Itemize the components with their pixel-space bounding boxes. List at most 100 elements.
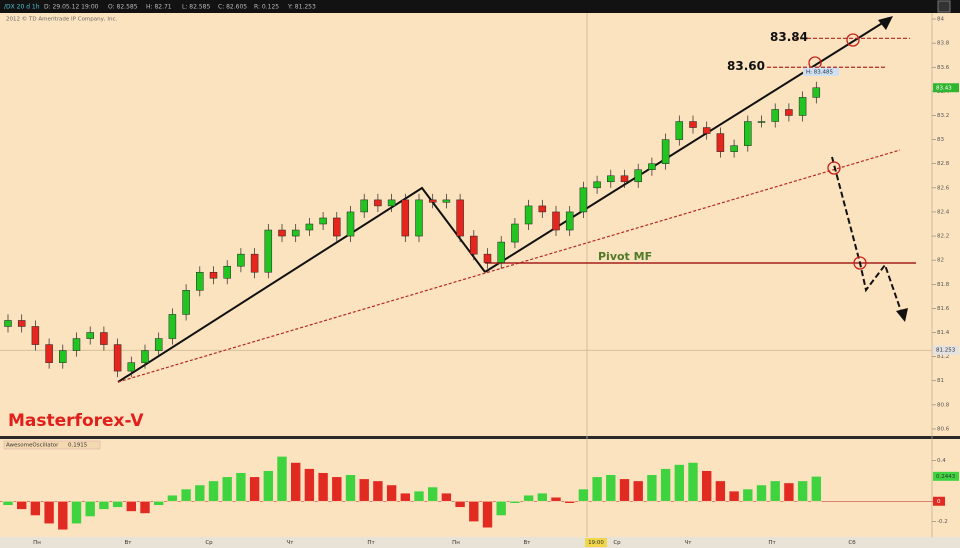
y-tick-label: 84 xyxy=(937,17,944,23)
osc-bar xyxy=(399,492,411,502)
candle-body xyxy=(31,326,40,345)
y-tick-label: 82.2 xyxy=(937,234,949,240)
y-tick-label: 83.8 xyxy=(937,41,950,47)
candle-body xyxy=(154,338,163,351)
candle-body xyxy=(716,133,725,152)
candle-body xyxy=(113,344,122,372)
candle-body xyxy=(428,199,437,203)
y-tick-label: 83 xyxy=(937,137,944,143)
osc-tick-label: -0.2 xyxy=(937,519,948,525)
osc-bar xyxy=(673,464,685,502)
osc-bar xyxy=(810,476,822,502)
osc-bar xyxy=(564,500,576,504)
candle-body xyxy=(593,181,601,189)
header-field: R: 0.125 xyxy=(254,4,279,11)
indicator-tag xyxy=(3,440,101,450)
osc-bar xyxy=(578,488,589,502)
time-label: Вт xyxy=(125,540,133,546)
osc-bar xyxy=(276,456,288,502)
candle-body xyxy=(387,199,396,207)
candle-body xyxy=(237,253,245,267)
osc-bar xyxy=(495,500,507,516)
osc-bar xyxy=(358,478,370,502)
osc-bar xyxy=(71,500,82,525)
header-field: D: 29.05.12 19:00 xyxy=(44,4,99,11)
candle-body xyxy=(182,290,190,315)
zero-box xyxy=(933,496,945,506)
osc-bar xyxy=(756,484,767,502)
time-cursor-box xyxy=(585,538,607,547)
osc-bar xyxy=(304,468,315,502)
osc-bar xyxy=(523,494,534,502)
time-label: Чт xyxy=(287,540,295,546)
level-circle xyxy=(853,256,867,270)
candle-body xyxy=(86,332,94,339)
candle-body xyxy=(565,211,574,231)
window-button[interactable] xyxy=(937,0,951,13)
time-label: Пн xyxy=(452,540,460,546)
y-tick-label: 82 xyxy=(937,258,944,264)
time-label: Ср xyxy=(613,540,621,546)
pivot-label: Pivot MF xyxy=(598,250,652,263)
osc-bar xyxy=(427,486,439,502)
osc-bar xyxy=(468,500,480,522)
osc-bar xyxy=(167,494,178,502)
osc-bar xyxy=(687,462,699,502)
candle-body xyxy=(634,169,642,183)
candle-body xyxy=(59,350,67,363)
y-tick-label: 81.4 xyxy=(937,330,950,336)
osc-bar xyxy=(728,490,740,502)
osc-bar xyxy=(139,500,151,514)
time-label: 19:00 xyxy=(588,540,604,546)
candle-body xyxy=(579,187,588,213)
candle-body xyxy=(401,199,410,237)
header-field: Y: 81.253 xyxy=(287,4,316,11)
osc-bar xyxy=(536,492,548,502)
trend-line xyxy=(484,21,885,273)
target-label: 83.60 xyxy=(727,59,765,73)
y-tick-label: 83.6 xyxy=(937,65,950,71)
osc-bar xyxy=(262,470,274,502)
time-label: Пн xyxy=(33,540,41,546)
candle-body xyxy=(771,109,779,122)
level-circle xyxy=(846,33,860,47)
osc-bar xyxy=(372,480,384,502)
osc-bar xyxy=(591,476,603,502)
osc-bar xyxy=(715,480,726,502)
candle-body xyxy=(497,241,505,263)
candle-body xyxy=(127,362,136,372)
osc-bar xyxy=(43,500,55,525)
osc-bar xyxy=(180,488,192,502)
arrow-head xyxy=(896,308,908,322)
candle-body xyxy=(319,217,327,225)
candle-body xyxy=(470,235,478,255)
crosshair-box xyxy=(933,345,959,355)
candle-body xyxy=(483,253,492,263)
candle-body xyxy=(100,332,108,345)
candle-body xyxy=(209,271,218,279)
time-label: Чт xyxy=(685,540,693,546)
osc-bar xyxy=(221,476,233,502)
indicator-value: 0.1915 xyxy=(68,443,88,449)
candle-body xyxy=(17,320,26,327)
osc-bar xyxy=(482,500,493,529)
candle-body xyxy=(757,121,766,123)
candle-body xyxy=(415,199,423,237)
candle-body xyxy=(264,229,273,273)
osc-bar xyxy=(509,500,521,504)
support-line xyxy=(117,149,901,383)
candle-body xyxy=(456,199,464,237)
candle-body xyxy=(524,205,533,225)
candle-body xyxy=(702,127,711,134)
y-tick-label: 81.6 xyxy=(937,306,950,312)
header-field: C: 82.605 xyxy=(218,4,247,11)
header-field: H: 82.71 xyxy=(146,4,172,11)
osc-bar xyxy=(646,474,658,502)
time-axis xyxy=(0,537,960,548)
candle-body xyxy=(278,229,286,237)
last-price-box xyxy=(933,83,959,93)
y-tick-label: 81.8 xyxy=(937,282,950,288)
header-field: /DX 20 d 1h xyxy=(4,4,40,11)
osc-last-label: 0.2443 xyxy=(936,474,956,480)
y-tick-label: 81.2 xyxy=(937,354,949,360)
